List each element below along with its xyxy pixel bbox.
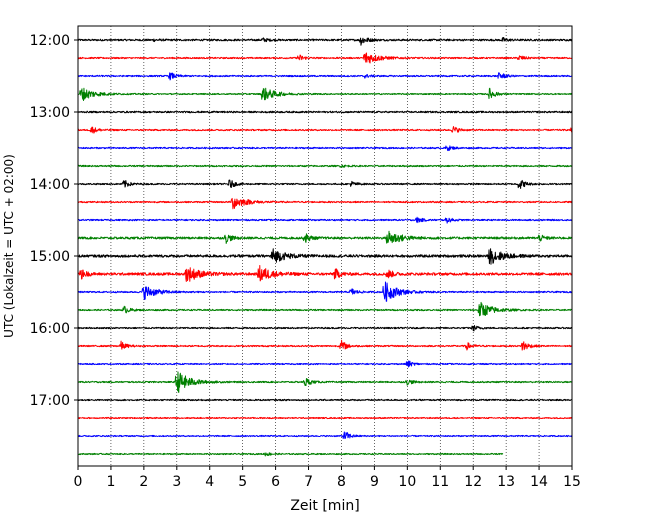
- trace-1415: [77, 197, 573, 210]
- y-axis-ticks: 12:00 13:00 14:00 15:00 16:00 17:00: [30, 33, 78, 409]
- x-tick-label: 13: [497, 474, 515, 490]
- trace-1400: [77, 179, 573, 189]
- y-tick-label: 15:00: [30, 249, 70, 265]
- trace-1645: [77, 371, 573, 393]
- plot-frame: [77, 25, 573, 467]
- trace-1515: [77, 264, 573, 282]
- x-tick-label: 14: [530, 474, 548, 490]
- x-tick-label: 5: [238, 474, 247, 490]
- x-tick-label: 15: [563, 474, 581, 490]
- y-tick-label: 17:00: [30, 393, 70, 409]
- trace-1715: [77, 416, 573, 420]
- trace-1430: [77, 216, 573, 224]
- x-tick-label: 6: [271, 474, 280, 490]
- trace-1315: [77, 126, 573, 134]
- y-tick-label: 13:00: [30, 105, 70, 121]
- x-tick-label: 9: [370, 474, 379, 490]
- y-tick-label: 12:00: [30, 33, 70, 49]
- trace-1445: [77, 230, 573, 244]
- x-tick-label: 1: [106, 474, 115, 490]
- y-tick-label: 14:00: [30, 177, 70, 193]
- x-tick-label: 4: [205, 474, 214, 490]
- x-gridlines: [110, 26, 540, 466]
- x-tick-label: 2: [139, 474, 148, 490]
- x-tick-label: 10: [398, 474, 416, 490]
- trace-1300: [77, 110, 573, 114]
- trace-1530: [77, 281, 573, 302]
- trace-1615: [77, 339, 573, 351]
- x-tick-label: 0: [74, 474, 83, 490]
- x-tick-label: 7: [304, 474, 313, 490]
- trace-1545: [77, 301, 573, 317]
- trace-1230: [77, 72, 573, 81]
- trace-1730: [77, 431, 573, 439]
- y-axis-label: UTC (Lokalzeit = UTC + 02:00): [2, 154, 16, 338]
- trace-1215: [77, 52, 573, 64]
- trace-1245: [77, 87, 573, 102]
- trace-1700: [77, 398, 573, 402]
- trace-1600: [77, 325, 573, 332]
- x-axis-label: Zeit [min]: [290, 498, 359, 514]
- y-tick-label: 16:00: [30, 321, 70, 337]
- trace-1200: [77, 36, 573, 46]
- x-axis-ticks: 0 1 2 3 4 5 6 7 8 9 10 11 12 13 14 15: [74, 466, 581, 490]
- trace-1500: [77, 248, 573, 265]
- x-tick-label: 12: [464, 474, 482, 490]
- x-tick-label: 3: [172, 474, 181, 490]
- trace-group: [77, 36, 573, 457]
- trace-1630: [77, 360, 573, 368]
- x-tick-label: 11: [431, 474, 449, 490]
- trace-1345: [77, 164, 573, 168]
- trace-1330: [77, 145, 573, 152]
- trace-1745: [77, 452, 504, 457]
- x-tick-label: 8: [337, 474, 346, 490]
